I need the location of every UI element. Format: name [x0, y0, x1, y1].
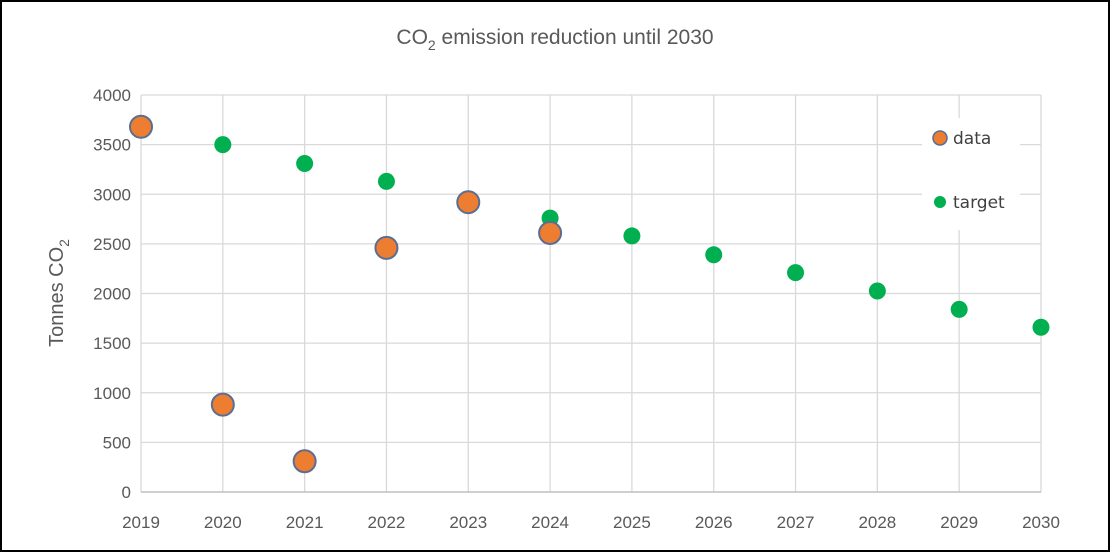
legend-target-label: target — [953, 193, 1005, 213]
data-point — [129, 114, 153, 139]
data-point — [210, 392, 235, 417]
legend-target-marker — [934, 196, 946, 208]
target-point — [214, 136, 232, 154]
data-point — [292, 449, 317, 474]
y-tick-label: 500 — [103, 433, 131, 452]
chart-title: CO2 emission reduction until 2030 — [396, 26, 713, 53]
y-axis-title-subscript: 2 — [56, 239, 72, 247]
x-tick-label: 2025 — [613, 513, 651, 532]
y-axis-title-group: Tonnes CO2 — [46, 239, 72, 347]
x-tick-label: 2027 — [777, 513, 815, 532]
x-tick-label: 2029 — [940, 513, 978, 532]
target-point — [296, 154, 314, 172]
target-series — [132, 118, 1050, 336]
y-tick-label: 4000 — [93, 86, 131, 105]
y-tick-label: 2000 — [93, 285, 131, 304]
target-point — [868, 282, 886, 300]
legend-data-label: data — [953, 129, 991, 149]
target-point — [705, 246, 723, 264]
data-point — [456, 190, 481, 215]
y-axis-ticks: 0 500 1000 1500 2000 2500 3000 3500 4000 — [93, 86, 131, 502]
y-axis-title-prefix: Tonnes CO — [46, 247, 68, 347]
target-point — [623, 227, 641, 245]
target-point — [787, 264, 805, 282]
x-tick-label: 2024 — [531, 513, 569, 532]
target-point — [1032, 318, 1050, 336]
data-point — [374, 235, 399, 260]
y-tick-label: 3000 — [93, 185, 131, 204]
legend: data target — [922, 118, 1020, 230]
x-tick-label: 2020 — [204, 513, 242, 532]
x-axis-ticks: 2019 2020 2021 2022 2023 2024 2025 2026 2027 2028… — [122, 513, 1060, 532]
x-tick-label: 2022 — [368, 513, 406, 532]
data-point — [538, 220, 563, 245]
y-axis-title: Tonnes CO2 — [46, 239, 72, 347]
y-tick-label: 0 — [122, 483, 131, 502]
target-point — [950, 300, 968, 318]
x-tick-label: 2028 — [858, 513, 896, 532]
x-tick-label: 2026 — [695, 513, 733, 532]
x-tick-label: 2019 — [122, 513, 160, 532]
chart-title-subscript: 2 — [428, 37, 436, 53]
y-tick-label: 1000 — [93, 384, 131, 403]
data-series — [129, 114, 563, 474]
y-tick-label: 2500 — [93, 235, 131, 254]
y-tick-label: 1500 — [93, 334, 131, 353]
grid-lines — [140, 94, 1042, 492]
x-tick-label: 2023 — [449, 513, 487, 532]
x-tick-label: 2030 — [1022, 513, 1060, 532]
y-tick-label: 3500 — [93, 136, 131, 155]
target-point — [377, 172, 395, 190]
chart-title-suffix: emission reduction until 2030 — [436, 26, 714, 49]
x-tick-label: 2021 — [286, 513, 324, 532]
legend-data-marker — [932, 130, 948, 146]
chart-title-prefix: CO — [396, 26, 428, 49]
